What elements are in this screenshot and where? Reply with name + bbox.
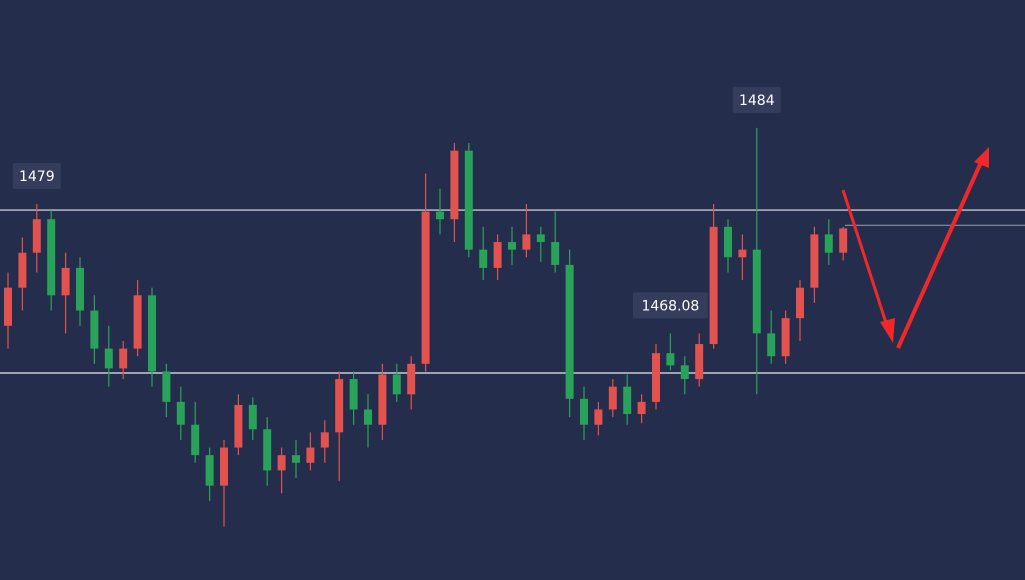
candle-body <box>767 333 776 357</box>
annotation-box <box>12 162 61 189</box>
candle-body <box>234 404 243 448</box>
candle-body <box>18 252 27 288</box>
candle-body <box>709 226 718 345</box>
candle-body <box>133 295 142 349</box>
candle-body <box>522 234 531 250</box>
candle-body <box>508 242 516 250</box>
candle-body <box>104 348 113 369</box>
candle-body <box>263 429 272 471</box>
candle-body <box>479 249 488 268</box>
candle-body <box>536 234 545 243</box>
candle-body <box>205 455 214 486</box>
candle-body <box>623 386 632 415</box>
candle-body <box>450 150 459 220</box>
candle-body <box>796 287 804 319</box>
candle-body <box>119 348 128 369</box>
candle-body <box>292 455 300 463</box>
candle-body <box>248 404 257 430</box>
candle-body <box>695 344 704 380</box>
candle-body <box>493 242 502 268</box>
arrows <box>841 147 989 349</box>
candle-body <box>580 398 588 425</box>
candle-body <box>148 295 156 372</box>
candle-body <box>47 219 56 296</box>
candle-body <box>61 267 70 296</box>
candle-body <box>90 310 99 349</box>
candle-body <box>594 409 603 425</box>
candle-body <box>76 267 84 311</box>
candle-body <box>637 401 646 415</box>
annotation-box <box>732 86 781 113</box>
candle-body <box>824 234 833 253</box>
candle-body <box>738 249 747 258</box>
candle-body <box>335 379 344 433</box>
annotation-box <box>632 292 708 319</box>
candle-body <box>191 424 200 456</box>
candle-body <box>680 365 689 380</box>
candle-body <box>781 318 790 357</box>
candle-body <box>810 234 819 288</box>
candle-body <box>176 401 185 425</box>
candle-body <box>608 386 617 410</box>
annotation-label: 1484 <box>739 93 775 109</box>
candle-body <box>32 219 41 253</box>
candle-body <box>839 228 848 253</box>
candle-body <box>724 226 732 258</box>
candle-body <box>652 353 660 402</box>
candle-body <box>378 374 387 425</box>
candle-body <box>392 374 401 395</box>
candle-body <box>349 379 358 410</box>
candle-body <box>162 371 171 402</box>
candle-body <box>436 211 444 220</box>
candle-body <box>666 353 675 366</box>
candle-body <box>220 447 228 486</box>
plot-area: 1484 1479 1468.08 <box>0 86 1025 527</box>
annotation-label: 1479 <box>19 169 55 185</box>
candle-body <box>277 455 286 471</box>
candle-body <box>407 363 416 395</box>
candle-body <box>421 211 430 364</box>
candle-body <box>320 432 329 448</box>
candle-body <box>364 409 372 425</box>
arrow-head <box>974 147 989 168</box>
arrow-line <box>841 189 891 333</box>
candle-body <box>551 242 560 265</box>
candle-body <box>464 150 473 250</box>
arrow-head <box>880 318 895 343</box>
arrow-line <box>896 159 984 349</box>
candle-body <box>565 264 574 399</box>
candle-body <box>4 287 12 326</box>
candle-body <box>752 249 761 334</box>
candle-body <box>306 447 315 463</box>
annotation-label: 1468.08 <box>641 298 699 314</box>
